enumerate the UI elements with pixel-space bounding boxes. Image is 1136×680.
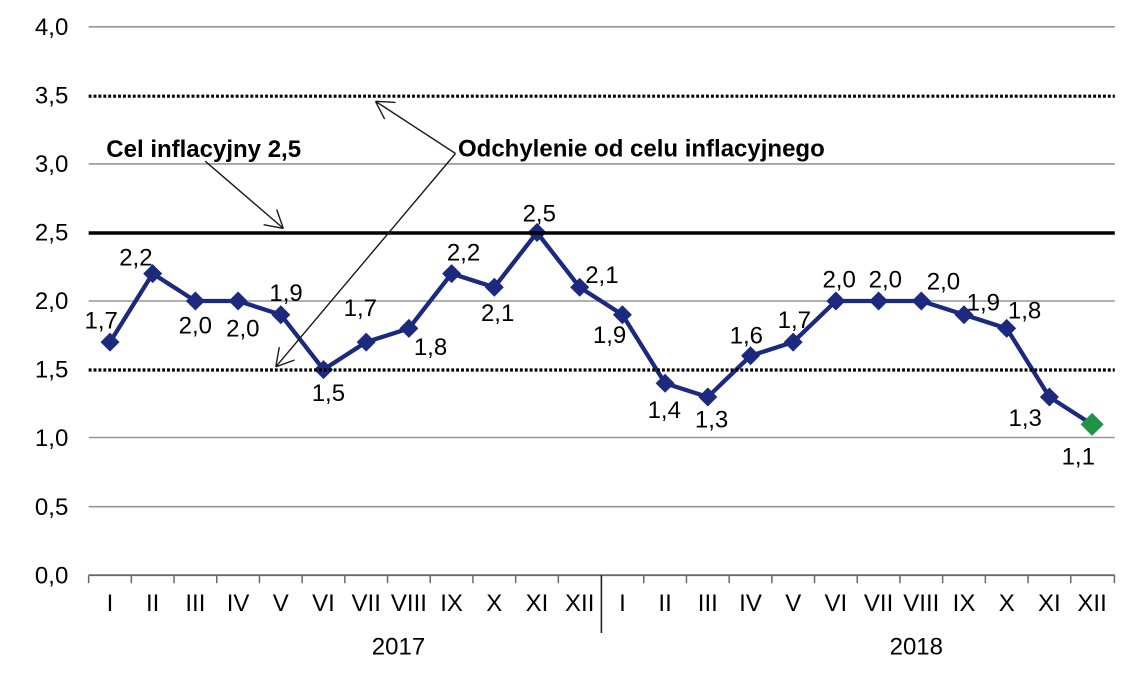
svg-text:III: III [185,590,205,617]
svg-text:X: X [486,590,502,617]
svg-text:2,2: 2,2 [447,240,480,267]
svg-text:VIII: VIII [903,590,939,617]
svg-text:0,5: 0,5 [35,494,68,521]
svg-text:3,5: 3,5 [35,83,68,110]
svg-text:Odchylenie od celu inflacyjneg: Odchylenie od celu inflacyjnego [458,136,825,163]
svg-text:2,0: 2,0 [927,269,960,296]
svg-text:IV: IV [227,590,250,617]
svg-text:IX: IX [440,590,463,617]
svg-text:1,7: 1,7 [85,307,118,334]
svg-text:1,5: 1,5 [312,380,345,407]
svg-text:2,0: 2,0 [179,313,212,340]
svg-text:1,9: 1,9 [269,280,302,307]
svg-text:2,0: 2,0 [822,267,855,294]
svg-text:2,2: 2,2 [119,245,152,272]
svg-text:1,7: 1,7 [344,295,377,322]
svg-text:2017: 2017 [372,634,425,661]
svg-text:III: III [698,590,718,617]
svg-text:I: I [619,590,626,617]
svg-text:II: II [658,590,671,617]
svg-text:1,5: 1,5 [35,357,68,384]
svg-text:X: X [999,590,1015,617]
svg-text:4,0: 4,0 [35,14,68,41]
svg-text:1,1: 1,1 [1062,443,1095,470]
svg-text:1,3: 1,3 [1009,405,1042,432]
svg-text:1,8: 1,8 [414,334,447,361]
svg-text:VI: VI [825,590,848,617]
svg-text:2,5: 2,5 [523,201,556,228]
svg-text:1,7: 1,7 [778,307,811,334]
svg-text:XII: XII [565,590,594,617]
svg-text:V: V [785,590,801,617]
svg-text:I: I [107,590,114,617]
svg-text:1,9: 1,9 [593,322,626,349]
svg-text:2,5: 2,5 [35,220,68,247]
svg-text:1,0: 1,0 [35,425,68,452]
svg-text:1,3: 1,3 [695,407,728,434]
svg-text:XI: XI [1038,590,1061,617]
svg-text:Cel inflacyjny 2,5: Cel inflacyjny 2,5 [106,136,301,163]
svg-text:XI: XI [526,590,549,617]
svg-text:IX: IX [953,590,976,617]
svg-text:VI: VI [312,590,335,617]
svg-text:VII: VII [864,590,893,617]
svg-text:2018: 2018 [890,634,943,661]
svg-text:2,1: 2,1 [481,300,514,327]
svg-text:1,4: 1,4 [648,397,681,424]
svg-text:2,0: 2,0 [35,288,68,315]
svg-text:XII: XII [1077,590,1106,617]
svg-text:2,0: 2,0 [869,267,902,294]
svg-text:II: II [146,590,159,617]
svg-text:IV: IV [739,590,762,617]
svg-text:3,0: 3,0 [35,151,68,178]
svg-text:2,1: 2,1 [585,262,618,289]
svg-text:2,0: 2,0 [226,315,259,342]
svg-text:1,9: 1,9 [967,290,1000,317]
svg-text:0,0: 0,0 [35,562,68,589]
svg-text:V: V [273,590,289,617]
svg-text:1,6: 1,6 [730,323,763,350]
svg-text:VII: VII [352,590,381,617]
svg-text:VIII: VIII [391,590,427,617]
svg-text:1,8: 1,8 [1008,297,1041,324]
